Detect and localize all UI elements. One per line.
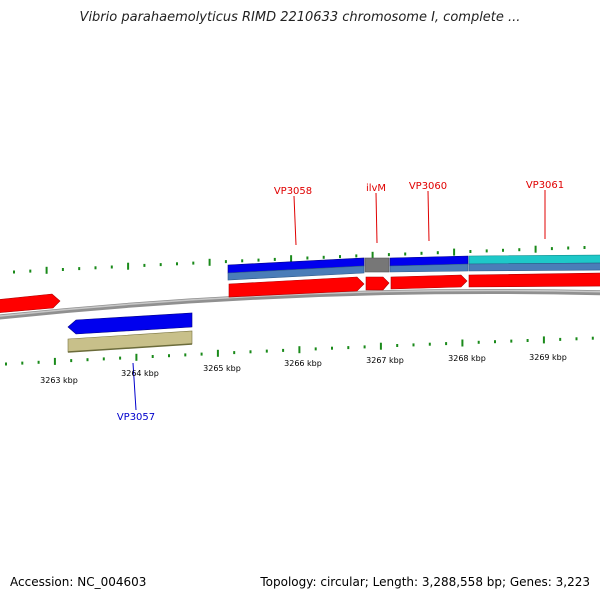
label-line-vp3060: [427, 190, 430, 242]
gene-label-vp3058[interactable]: VP3058: [274, 186, 312, 197]
cds-left-forward[interactable]: [0, 293, 61, 313]
outer-tick-row: [13, 245, 586, 274]
gene-label-vp3061[interactable]: VP3061: [526, 180, 564, 191]
scale-label: 3267 kbp: [366, 356, 404, 365]
scale-label: 3266 kbp: [284, 359, 322, 368]
feature-vp3058-lower-steel[interactable]: [227, 265, 365, 281]
cds-vp3057-reverse[interactable]: [67, 312, 193, 335]
map-title: Vibrio parahaemolyticus RIMD 2210633 chr…: [79, 10, 521, 25]
cds-vp3061[interactable]: [468, 272, 600, 288]
gene-label-vp3057[interactable]: VP3057: [117, 412, 155, 423]
feature-vp3057-khaki-shadow: [67, 343, 193, 353]
chromosome-backbone-highlight: [0, 289, 600, 317]
label-line-ilvm: [375, 192, 378, 244]
gene-label-ilvm[interactable]: ilvM: [366, 183, 386, 194]
topology-summary-text: Topology: circular; Length: 3,288,558 bp…: [260, 575, 590, 589]
gene-label-vp3060[interactable]: VP3060: [409, 181, 447, 192]
label-line-vp3057: [132, 362, 137, 411]
accession-text: Accession: NC_004603: [10, 575, 147, 589]
feature-vp3061-lower-steel[interactable]: [468, 262, 600, 272]
feature-vp3057-khaki[interactable]: [67, 330, 193, 353]
feature-vp3061-upper-cyan[interactable]: [468, 254, 600, 265]
cds-vp3060[interactable]: [390, 274, 468, 290]
feature-vp3060-lower-steel[interactable]: [389, 263, 469, 273]
label-line-vp3058: [293, 195, 297, 246]
inner-tick-row: [5, 336, 594, 366]
scale-label: 3264 kbp: [121, 369, 159, 378]
scale-label: 3265 kbp: [203, 364, 241, 373]
scale-label: 3263 kbp: [40, 376, 78, 385]
cds-vp3058[interactable]: [228, 276, 365, 298]
chromosome-backbone: [0, 288, 600, 320]
feature-ilvm-gray[interactable]: [364, 257, 390, 273]
scale-label: 3269 kbp: [529, 353, 567, 362]
scale-label: 3268 kbp: [448, 354, 486, 363]
cds-ilvm[interactable]: [365, 276, 390, 291]
